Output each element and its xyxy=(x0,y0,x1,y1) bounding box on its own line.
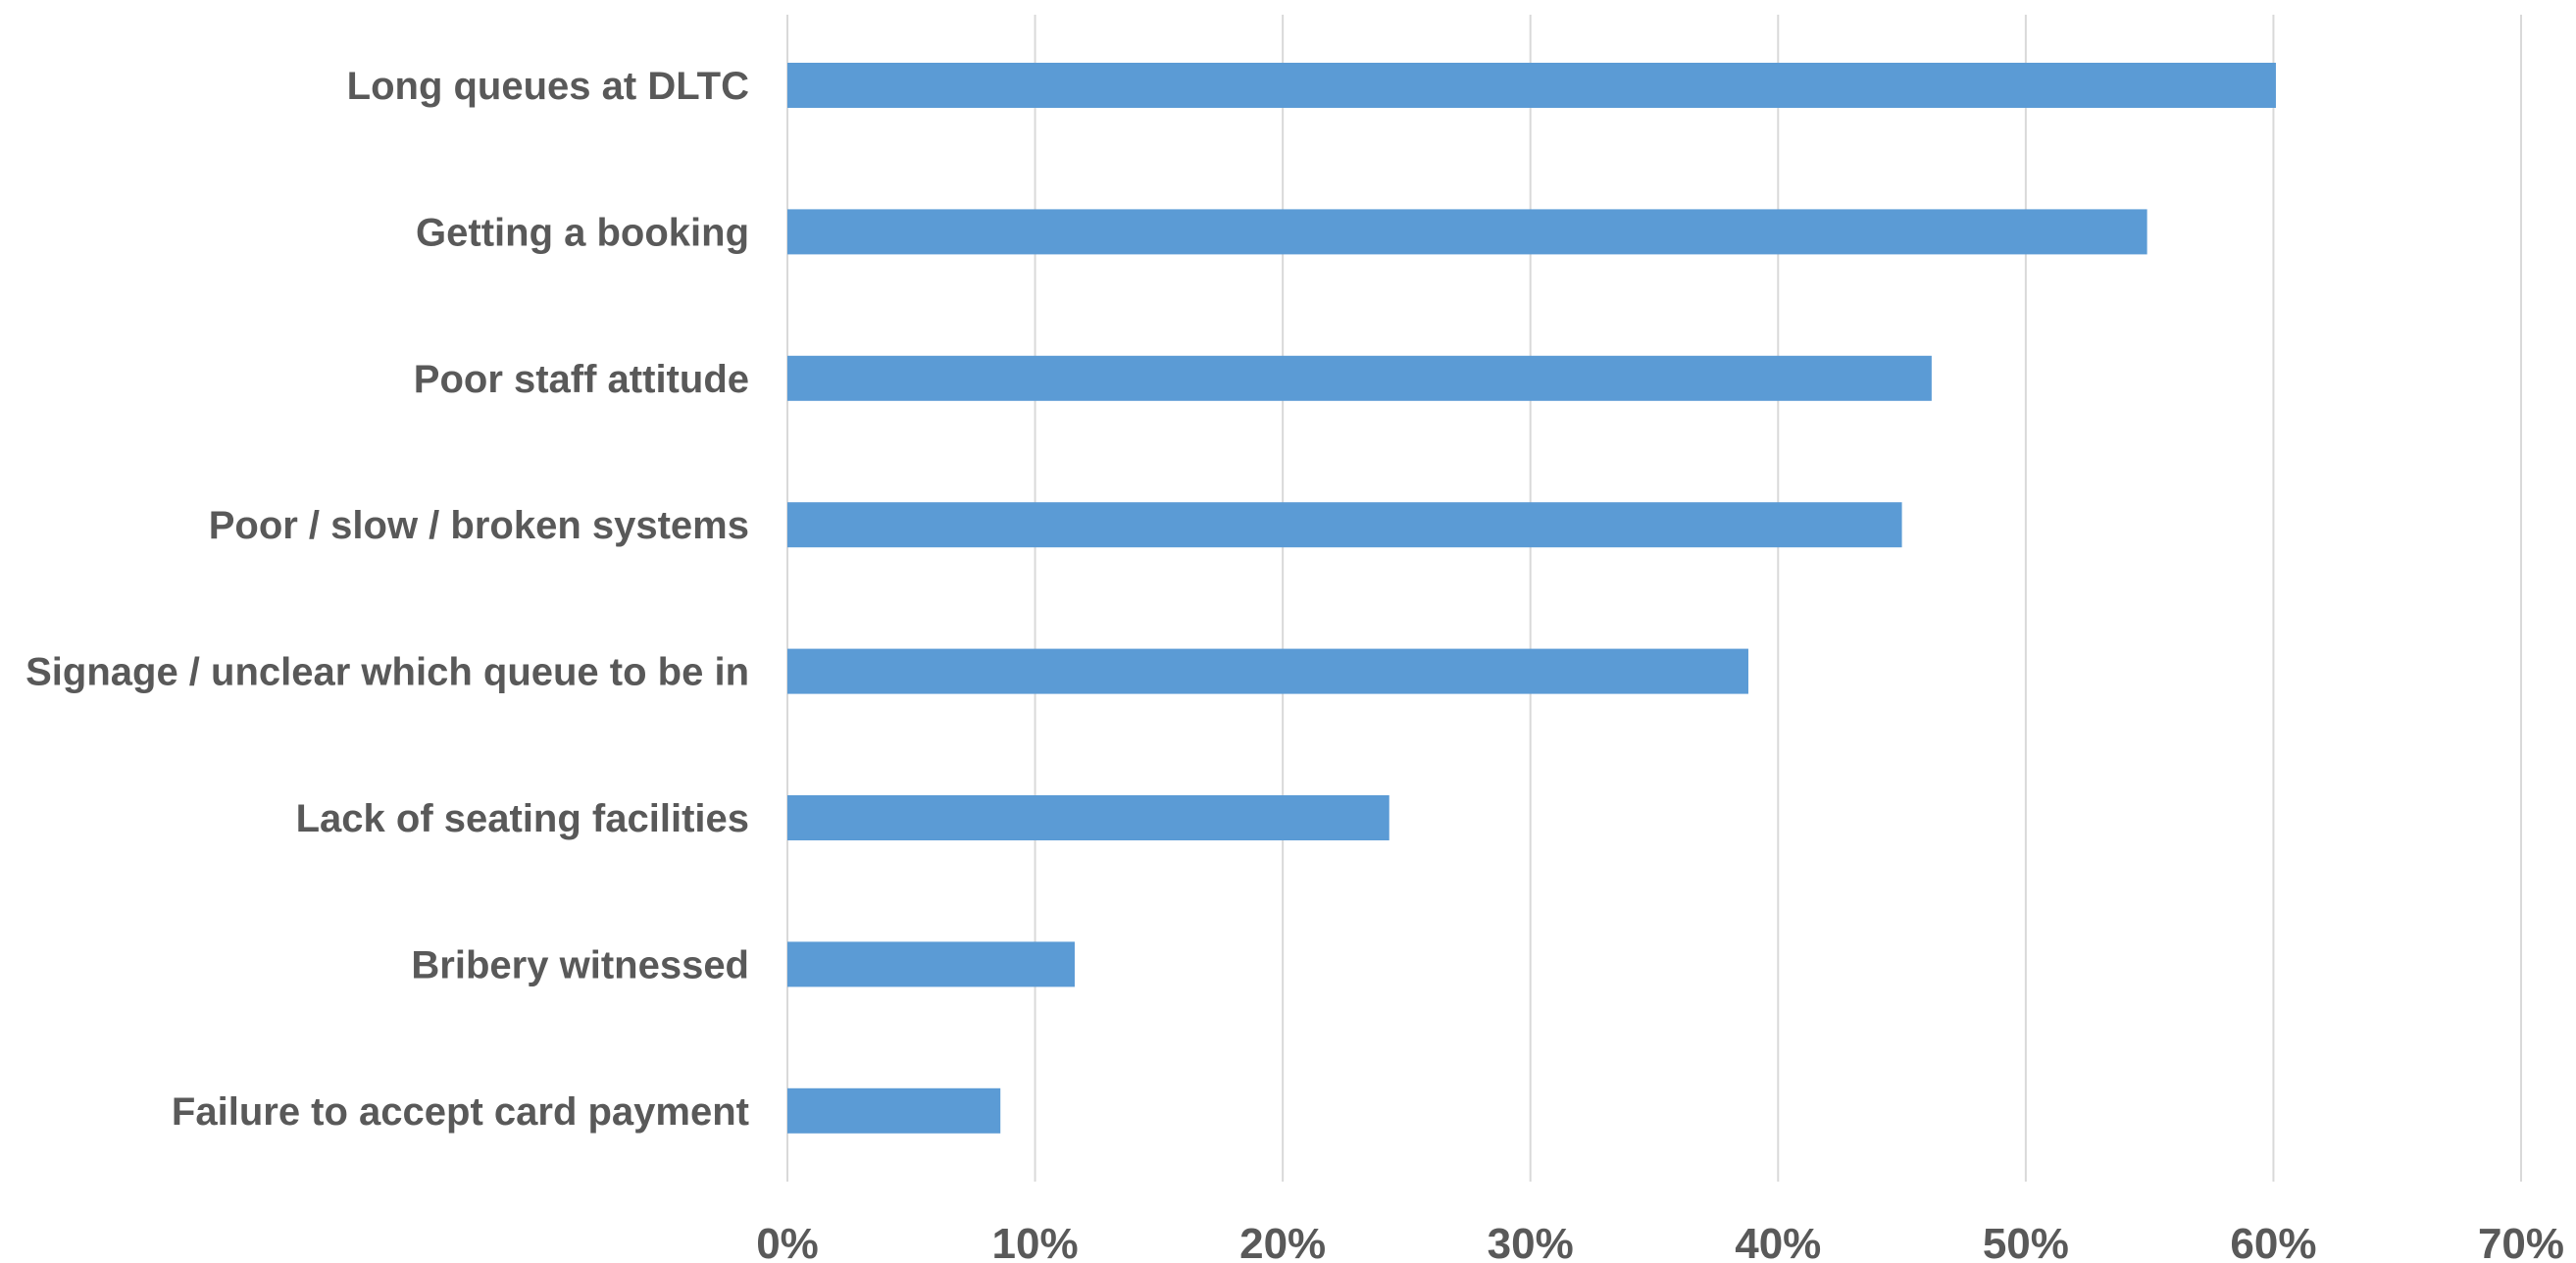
category-labels: Long queues at DLTC Getting a booking Poor… xyxy=(25,65,749,1134)
x-tick-labels: 0% 10% 20% 30% 40% 50% 60% 70% xyxy=(756,1220,2564,1263)
category-label: Lack of seating facilities xyxy=(296,797,749,840)
bar xyxy=(787,502,1902,548)
bar xyxy=(787,355,1932,401)
x-tick-label: 60% xyxy=(2230,1220,2316,1263)
x-tick-label: 40% xyxy=(1735,1220,1821,1263)
x-tick-label: 70% xyxy=(2478,1220,2564,1263)
bar xyxy=(787,209,2147,255)
category-label: Getting a booking xyxy=(416,211,749,254)
x-tick-label: 10% xyxy=(992,1220,1079,1263)
gridlines xyxy=(786,15,2522,1182)
x-tick-label: 20% xyxy=(1239,1220,1326,1263)
category-label: Failure to accept card payment xyxy=(172,1090,749,1134)
bar xyxy=(787,648,1748,694)
bar xyxy=(787,941,1075,987)
x-tick-label: 30% xyxy=(1488,1220,1574,1263)
x-tick-label: 0% xyxy=(756,1220,819,1263)
x-tick-label: 50% xyxy=(1983,1220,2069,1263)
category-label: Poor staff attitude xyxy=(414,358,749,401)
bar xyxy=(787,63,2276,108)
category-label: Signage / unclear which queue to be in xyxy=(25,651,749,694)
bar xyxy=(787,795,1389,840)
bars xyxy=(787,63,2276,1134)
category-label: Long queues at DLTC xyxy=(347,65,749,108)
bar xyxy=(787,1087,1001,1134)
category-label: Poor / slow / broken systems xyxy=(209,504,749,547)
category-label: Bribery witnessed xyxy=(411,943,749,986)
